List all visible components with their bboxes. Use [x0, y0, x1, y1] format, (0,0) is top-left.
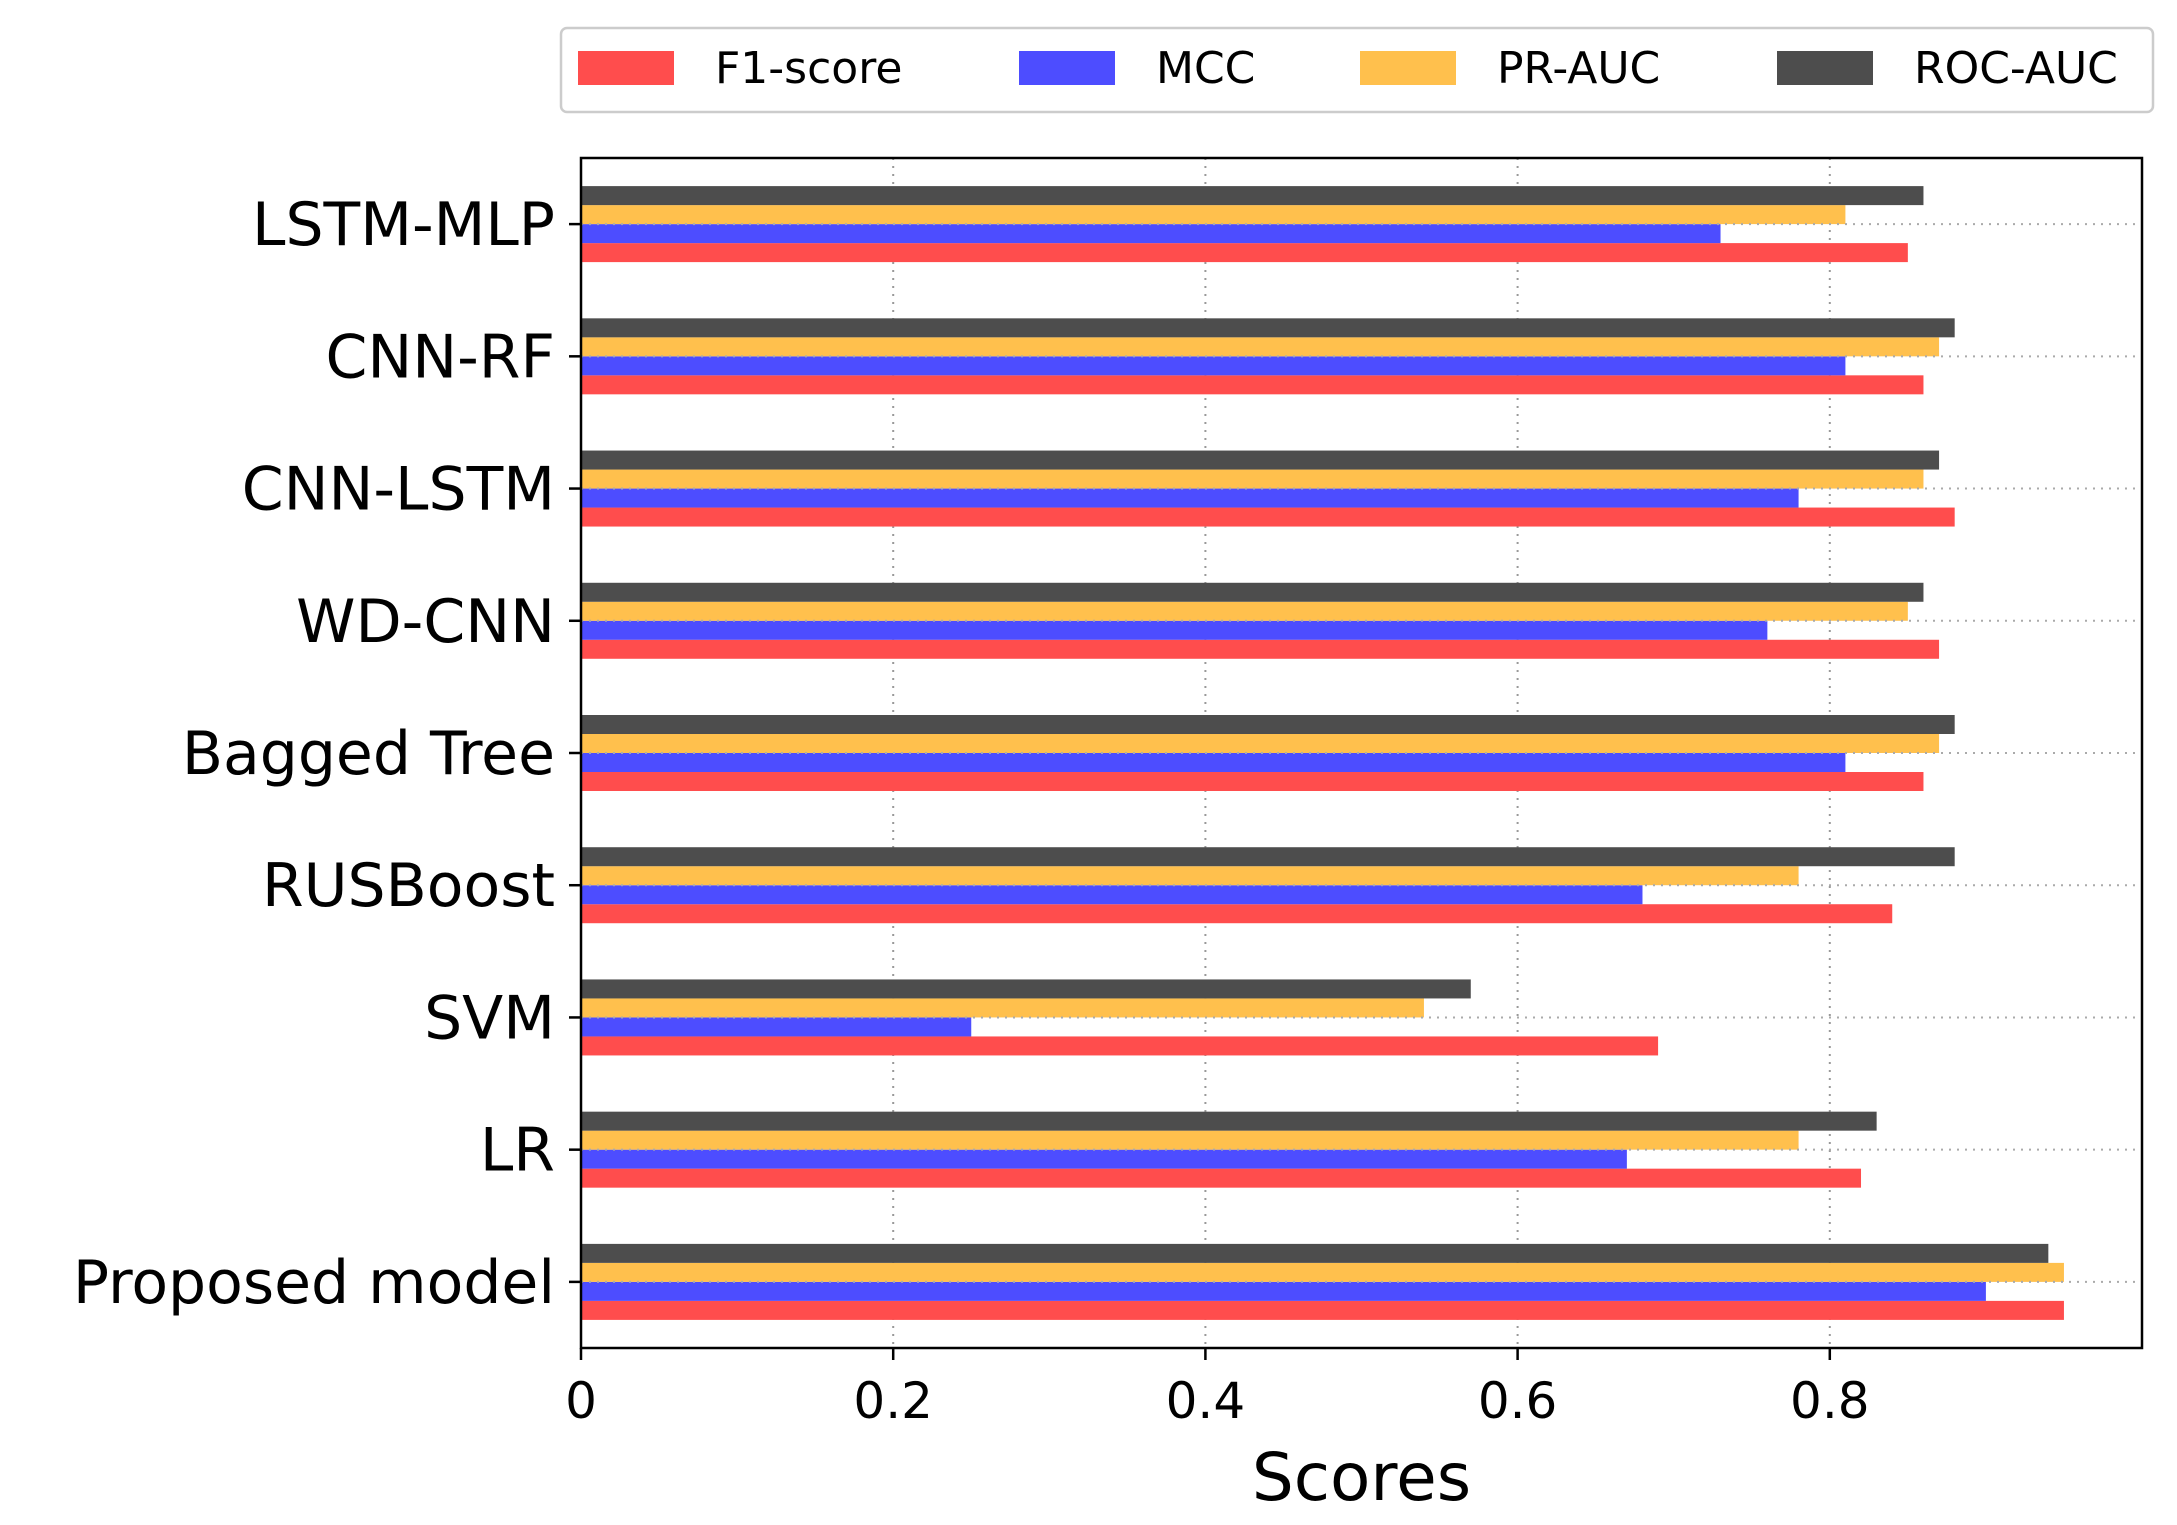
y-tick-label: RUSBoost: [262, 851, 555, 921]
bar-pr-auc-bagged-tree: [581, 734, 1940, 753]
bar-f1-score-lr: [581, 1168, 1862, 1188]
legend-label: PR-AUC: [1497, 43, 1660, 94]
y-axis: Proposed model LR SVM RUSBoost Bagged Tree WD…: [73, 190, 581, 1318]
bar-pr-auc-lstm-mlp: [581, 205, 1846, 225]
legend-box: [559, 26, 2155, 114]
bars: [581, 186, 2064, 1320]
y-tick-label: LR: [480, 1116, 555, 1186]
bar-mcc-cnn-lstm: [581, 488, 1799, 508]
x-tick-label: 0.4: [1166, 1372, 1246, 1430]
bar-f1-score-cnn-lstm: [581, 507, 1955, 527]
legend-label: F1-score: [715, 43, 902, 94]
bar-roc-auc-lstm-mlp: [581, 186, 1924, 206]
bar-f1-score-cnn-rf: [581, 375, 1924, 395]
y-tick-label: WD-CNN: [296, 587, 555, 657]
y-tick-label: CNN-RF: [325, 322, 555, 392]
y-tick-label: CNN-LSTM: [242, 455, 555, 525]
x-axis-title: Scores: [1252, 1439, 1471, 1516]
bar-f1-score-lstm-mlp: [581, 243, 1908, 263]
legend-swatch-pr-auc: [1360, 51, 1456, 85]
x-tick-label: 0.2: [853, 1372, 933, 1430]
x-axis: 0 0.2 0.4 0.6 0.8: [565, 1348, 1870, 1430]
legend-label: ROC-AUC: [1914, 43, 2118, 94]
bar-pr-auc-rusboost: [581, 866, 1799, 886]
bar-mcc-rusboost: [581, 885, 1643, 905]
legend: F1-score MCC PR-AUC ROC-AUC: [559, 26, 2155, 114]
legend-swatch-mcc: [1019, 51, 1115, 85]
bar-mcc-lr: [581, 1149, 1627, 1169]
bar-f1-score-bagged-tree: [581, 772, 1924, 791]
y-tick-label: LSTM-MLP: [252, 190, 555, 260]
x-tick-label: 0.6: [1478, 1372, 1558, 1430]
legend-swatch-f1-score: [578, 51, 674, 85]
bar-f1-score-proposed-model: [581, 1300, 2064, 1320]
bar-pr-auc-proposed-model: [581, 1262, 2064, 1282]
bar-f1-score-wd-cnn: [581, 639, 1940, 659]
bar-pr-auc-cnn-rf: [581, 337, 1940, 357]
bar-mcc-cnn-rf: [581, 356, 1846, 376]
bar-pr-auc-wd-cnn: [581, 601, 1908, 621]
bar-pr-auc-cnn-lstm: [581, 469, 1924, 489]
bar-mcc-bagged-tree: [581, 753, 1846, 772]
bar-roc-auc-cnn-rf: [581, 318, 1955, 338]
bar-mcc-wd-cnn: [581, 620, 1768, 640]
bar-roc-auc-bagged-tree: [581, 715, 1955, 734]
bar-roc-auc-wd-cnn: [581, 582, 1924, 602]
bar-roc-auc-proposed-model: [581, 1243, 2049, 1263]
bar-f1-score-svm: [581, 1036, 1659, 1056]
y-tick-label: Proposed model: [73, 1248, 555, 1318]
bar-roc-auc-rusboost: [581, 847, 1955, 867]
y-tick-label: SVM: [424, 983, 555, 1053]
x-tick-label: 0: [565, 1372, 597, 1430]
y-tick-label: Bagged Tree: [182, 719, 555, 789]
bar-mcc-lstm-mlp: [581, 224, 1721, 244]
bar-pr-auc-svm: [581, 998, 1424, 1018]
bar-f1-score-rusboost: [581, 904, 1893, 924]
bar-roc-auc-svm: [581, 979, 1471, 999]
bar-mcc-proposed-model: [581, 1281, 1986, 1301]
x-tick-label: 0.8: [1790, 1372, 1870, 1430]
bar-pr-auc-lr: [581, 1130, 1799, 1150]
legend-swatch-roc-auc: [1777, 51, 1873, 85]
legend-label: MCC: [1156, 43, 1255, 94]
bar-roc-auc-lr: [581, 1111, 1877, 1131]
bar-roc-auc-cnn-lstm: [581, 450, 1940, 470]
bar-mcc-svm: [581, 1017, 972, 1037]
